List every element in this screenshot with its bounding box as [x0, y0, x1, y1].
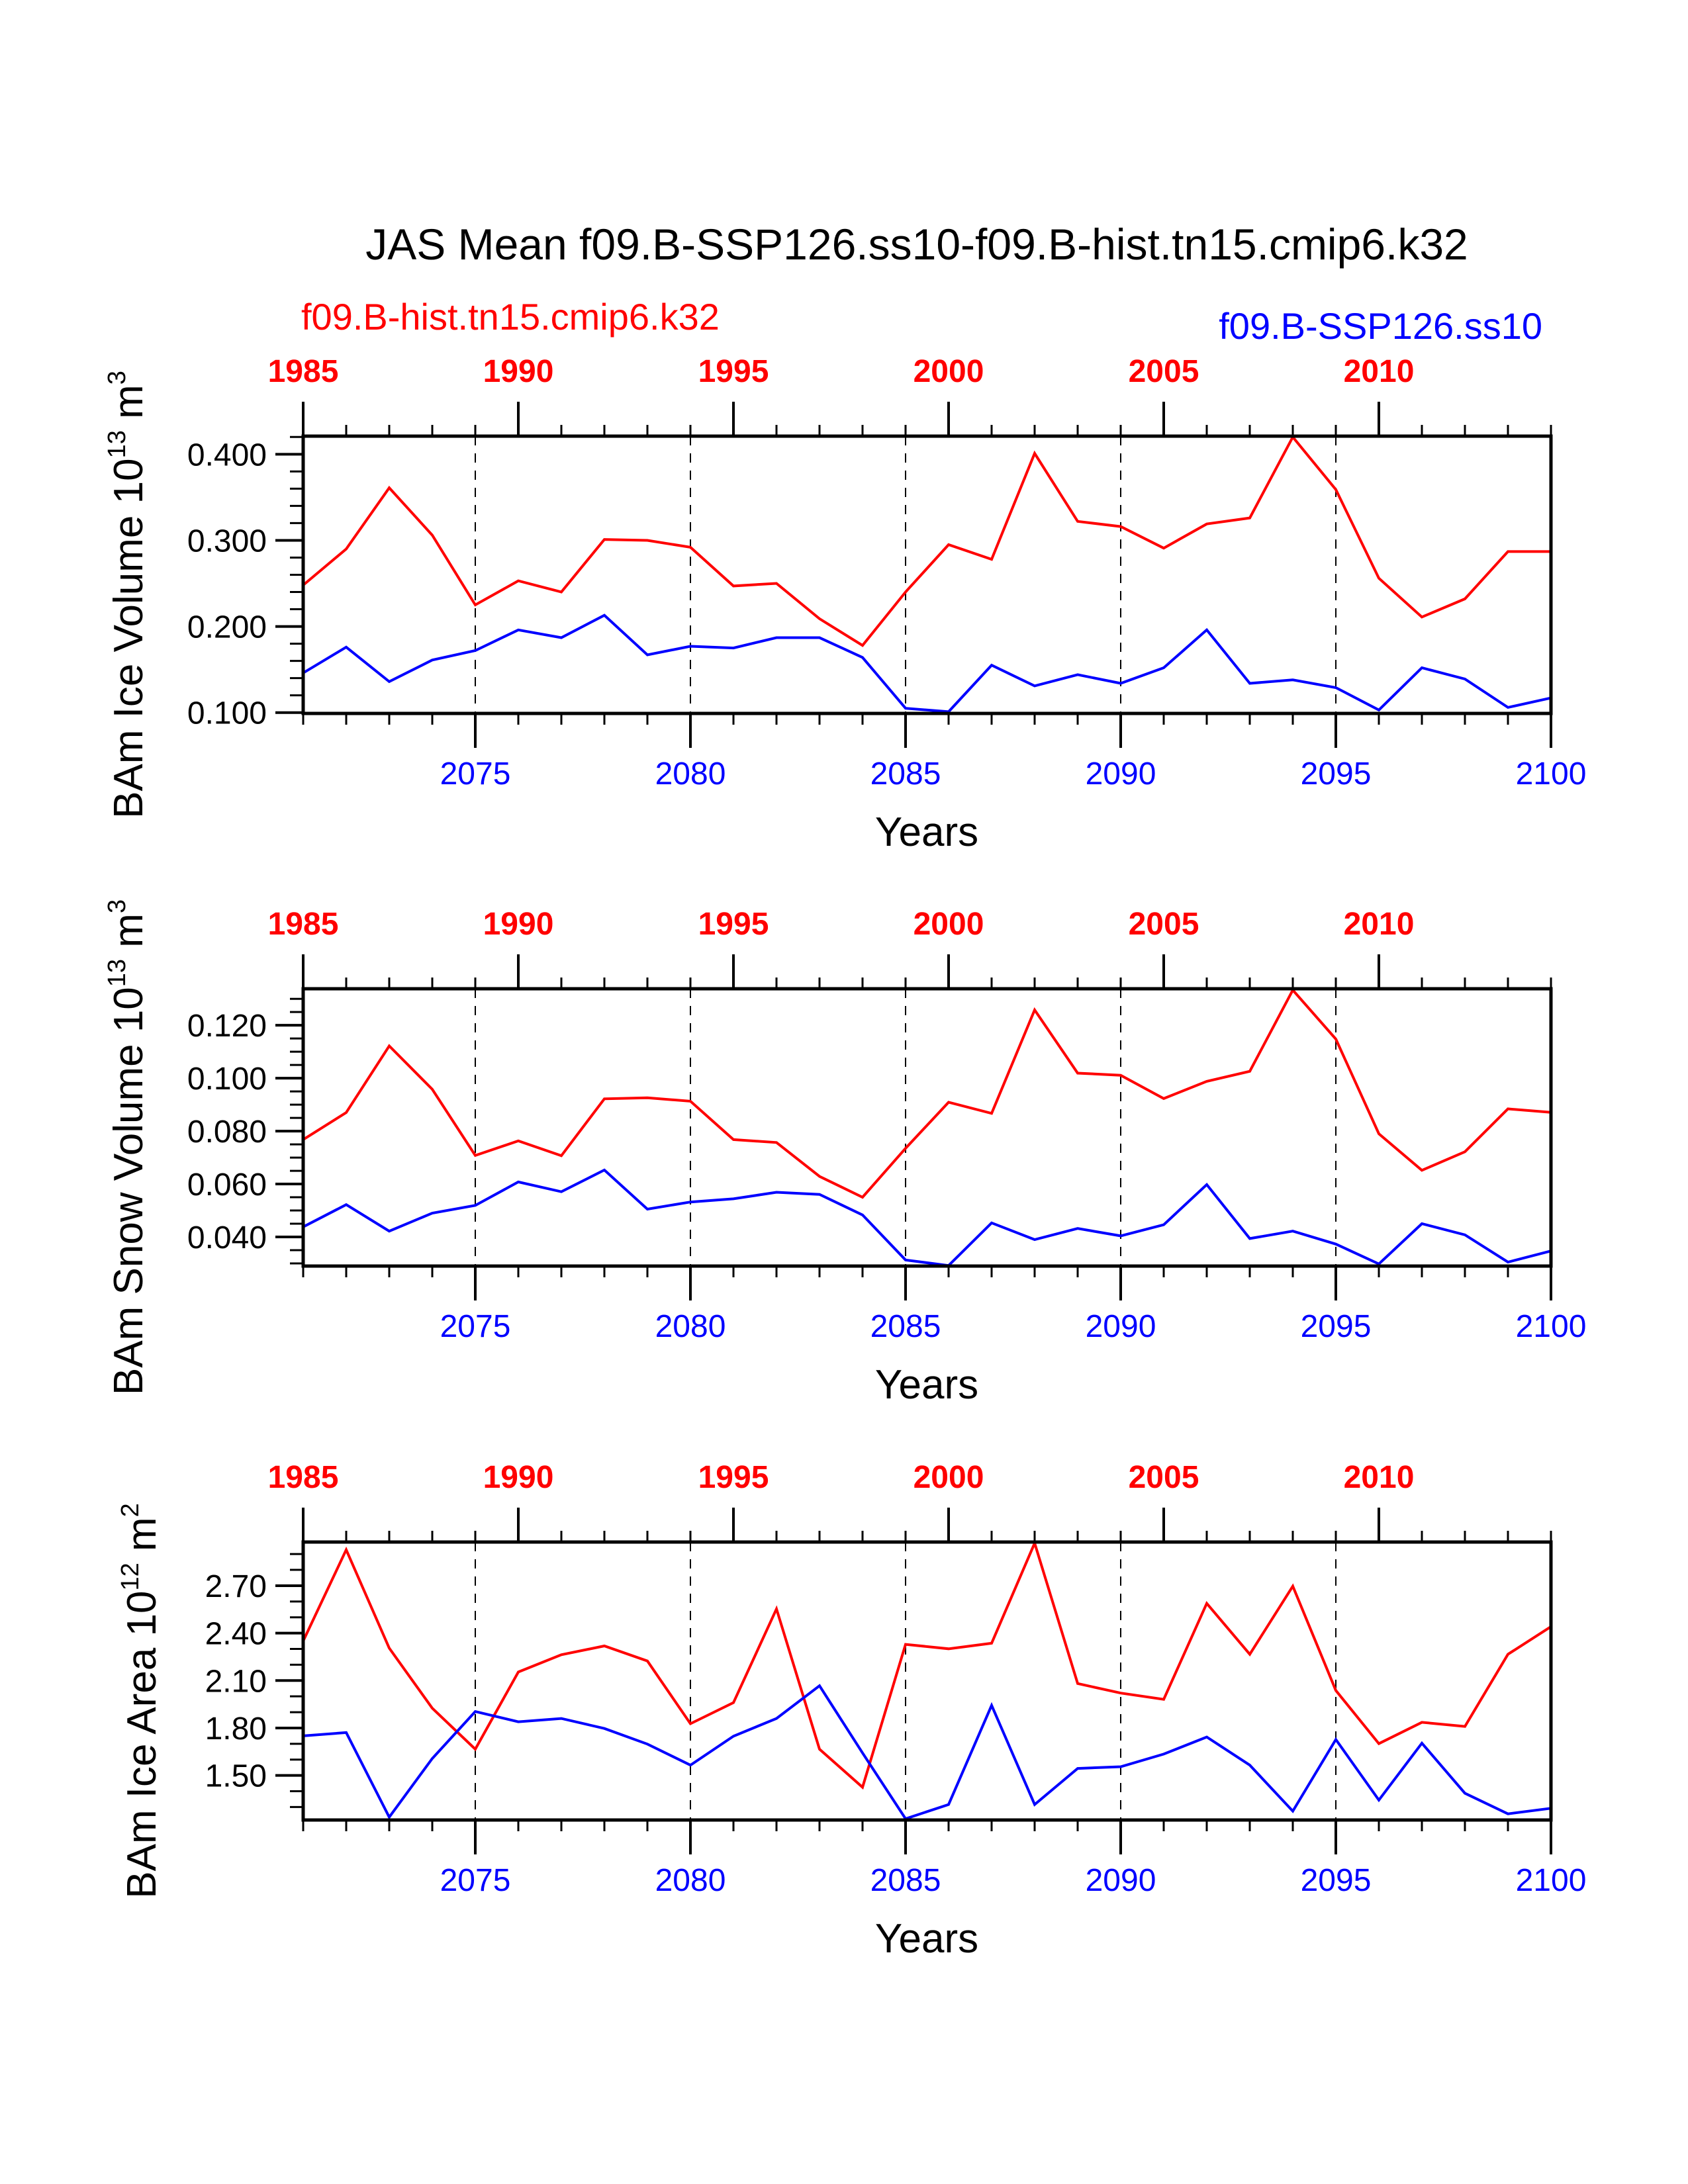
- x-tick-label-top: 2000: [914, 1460, 984, 1495]
- y-axis-label-unit: m: [119, 1517, 165, 1563]
- x-tick-label-bottom: 2085: [870, 1309, 941, 1344]
- chart-panel-2: 2075 2080 2085 2090 2095 2100 1985 1990 1995 2000…: [103, 899, 1586, 1408]
- y-tick-label: 0.400: [187, 437, 267, 473]
- x-tick-label-top: 1990: [483, 1460, 554, 1495]
- y-axis-label-text: BAm Ice Volume 10: [106, 458, 152, 819]
- x-tick-label-bottom: 2080: [655, 756, 726, 792]
- y-axis-label-exponent: 13: [103, 959, 131, 987]
- series-line-hist: [302, 434, 1551, 647]
- series-line-hist: [302, 987, 1552, 1199]
- x-tick-label-bottom: 2080: [655, 1309, 726, 1344]
- y-tick-label: 0.080: [187, 1115, 267, 1150]
- x-tick-label-top: 2010: [1344, 1460, 1415, 1495]
- y-axis-label: BAm Ice Area 1012 m2: [117, 1503, 165, 1899]
- x-tick-label-top: 2005: [1129, 1460, 1199, 1495]
- plot-frame: [301, 987, 1553, 1268]
- x-tick-label-bottom: 2085: [870, 756, 941, 792]
- x-tick-label-bottom: 2095: [1301, 756, 1372, 792]
- series-line-ssp126: [302, 614, 1552, 713]
- y-tick-label: 0.100: [187, 1062, 267, 1097]
- x-tick-label-top: 1990: [483, 907, 554, 942]
- x-tick-label-top: 1985: [268, 907, 339, 942]
- x-tick-label-bottom: 2090: [1086, 756, 1156, 792]
- x-axis-label: Years: [875, 1916, 978, 1962]
- y-tick-label: 1.50: [205, 1759, 267, 1794]
- y-tick-label: 0.060: [187, 1167, 267, 1203]
- y-tick-label: 0.100: [187, 696, 267, 731]
- y-tick-label: 0.120: [187, 1009, 267, 1044]
- x-tick-label-bottom: 2090: [1086, 1309, 1156, 1344]
- series-line-ssp126: [303, 1684, 1552, 1821]
- y-axis-label-unit-exponent: 3: [103, 371, 131, 385]
- x-tick-label-top: 1985: [268, 1460, 339, 1495]
- legend-left-label: f09.B-hist.tn15.cmip6.k32: [301, 296, 720, 338]
- x-tick-label-bottom: 2080: [655, 1863, 726, 1898]
- y-axis-label-exponent: 12: [117, 1563, 144, 1590]
- y-axis-label: BAm Ice Volume 1013 m3: [103, 371, 152, 819]
- x-tick-label-bottom: 2075: [440, 756, 511, 792]
- x-tick-label-top: 1990: [483, 354, 554, 389]
- x-tick-label-top: 2000: [914, 907, 984, 942]
- x-tick-label-bottom: 2095: [1301, 1309, 1372, 1344]
- x-tick-label-bottom: 2100: [1516, 1309, 1587, 1344]
- x-tick-label-top: 2010: [1344, 354, 1415, 389]
- x-tick-label-bottom: 2100: [1516, 1863, 1587, 1898]
- series-line-ssp126: [303, 1168, 1552, 1267]
- y-axis-label: BAm Snow Volume 1013 m3: [103, 899, 152, 1395]
- x-tick-label-top: 2005: [1129, 354, 1199, 389]
- x-tick-label-bottom: 2075: [440, 1863, 511, 1898]
- legend-right-label: f09.B-SSP126.ss10: [1219, 305, 1542, 347]
- y-tick-label: 2.10: [205, 1664, 267, 1699]
- series-line-hist: [302, 1539, 1552, 1790]
- x-axis-label: Years: [875, 809, 978, 855]
- x-tick-label-top: 1995: [698, 907, 769, 942]
- x-tick-label-bottom: 2085: [870, 1863, 941, 1898]
- y-axis-label-unit: m: [106, 385, 152, 430]
- x-tick-label-bottom: 2075: [440, 1309, 511, 1344]
- y-tick-label: 0.300: [187, 523, 267, 559]
- y-tick-label: 2.70: [205, 1569, 267, 1604]
- x-tick-label-top: 1995: [698, 354, 769, 389]
- chart-panel-3: 2075 2080 2085 2090 2095 2100 1985 1990 1995 2000…: [117, 1460, 1586, 1962]
- x-tick-label-top: 2000: [914, 354, 984, 389]
- x-tick-label-top: 2010: [1344, 907, 1415, 942]
- y-axis-label-exponent: 13: [103, 430, 131, 458]
- x-tick-label-bottom: 2090: [1086, 1863, 1156, 1898]
- figure-title: JAS Mean f09.B-SSP126.ss10-f09.B-hist.tn…: [365, 220, 1468, 269]
- y-tick-label: 2.40: [205, 1617, 267, 1652]
- x-tick-label-top: 1985: [268, 354, 339, 389]
- y-axis-label-unit-exponent: 3: [103, 899, 131, 913]
- x-axis-label: Years: [875, 1362, 978, 1408]
- x-tick-label-top: 2005: [1129, 907, 1199, 942]
- chart-panel-1: 2075 2080 2085 2090 2095 2100 1985 1990 1995 2000…: [103, 354, 1586, 855]
- x-tick-label-bottom: 2095: [1301, 1863, 1372, 1898]
- y-axis-label-text: BAm Ice Area 10: [119, 1591, 165, 1899]
- x-tick-label-bottom: 2100: [1516, 756, 1587, 792]
- y-axis-label-text: BAm Snow Volume 10: [106, 987, 152, 1395]
- x-tick-label-top: 1995: [698, 1460, 769, 1495]
- y-tick-label: 1.80: [205, 1711, 267, 1747]
- y-tick-label: 0.200: [187, 610, 267, 645]
- y-axis-label-unit-exponent: 2: [117, 1503, 144, 1517]
- y-axis-label-unit: m: [106, 913, 152, 959]
- y-tick-label: 0.040: [187, 1220, 267, 1255]
